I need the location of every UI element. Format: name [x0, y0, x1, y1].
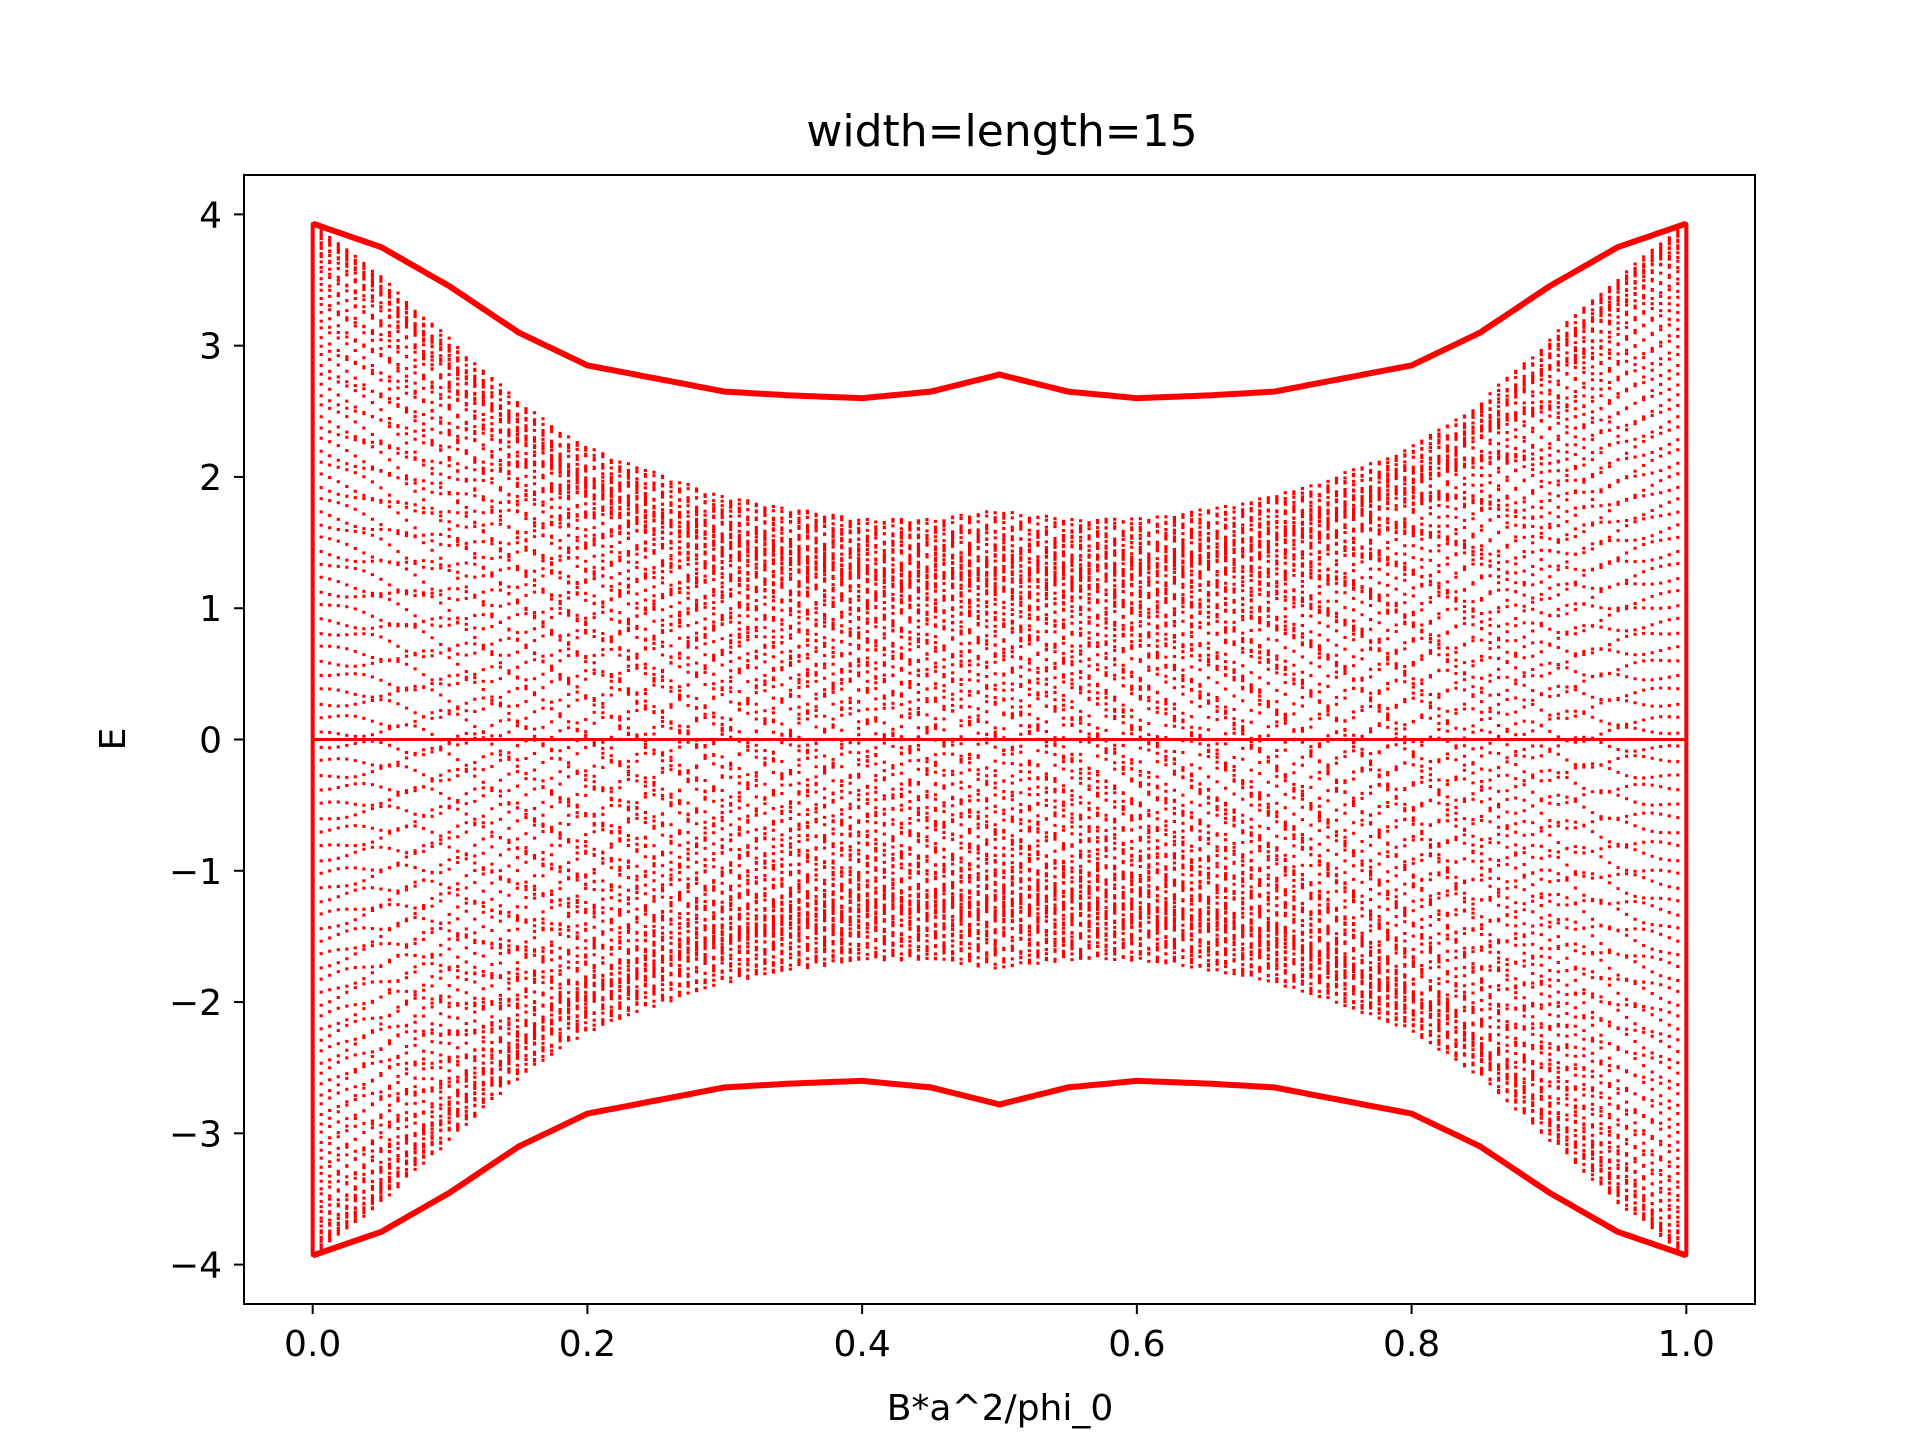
y-tick-label: 4	[199, 195, 222, 236]
x-axis-label: B*a^2/phi_0	[887, 1388, 1114, 1429]
x-tick-label: 0.2	[559, 1324, 616, 1365]
x-tick-label: 0.8	[1383, 1324, 1440, 1365]
x-axis: 0.0 0.2 0.4 0.6 0.8 1.0	[284, 1304, 1715, 1365]
chart-title: width=length=15	[806, 106, 1197, 157]
y-tick-label: −3	[169, 1114, 222, 1155]
y-tick-label: −1	[169, 852, 222, 893]
x-tick-label: 0.6	[1108, 1324, 1165, 1365]
x-tick-label: 0.4	[834, 1324, 891, 1365]
envelope-upper	[311, 220, 1688, 402]
y-axis-label: E	[93, 728, 134, 751]
y-tick-label: 3	[199, 327, 222, 368]
y-tick-label: −4	[169, 1246, 222, 1287]
y-tick-label: 2	[199, 458, 222, 499]
plot-area	[310, 220, 1689, 1259]
y-tick-label: 1	[199, 589, 222, 630]
y-tick-label: −2	[169, 983, 222, 1024]
y-tick-label: 0	[199, 721, 222, 762]
x-tick-label: 0.0	[284, 1324, 341, 1365]
y-axis: 4 3 2 1 0 −1 −2 −3 −4	[169, 195, 244, 1287]
envelope-lower	[311, 1077, 1688, 1259]
x-tick-label: 1.0	[1658, 1324, 1715, 1365]
